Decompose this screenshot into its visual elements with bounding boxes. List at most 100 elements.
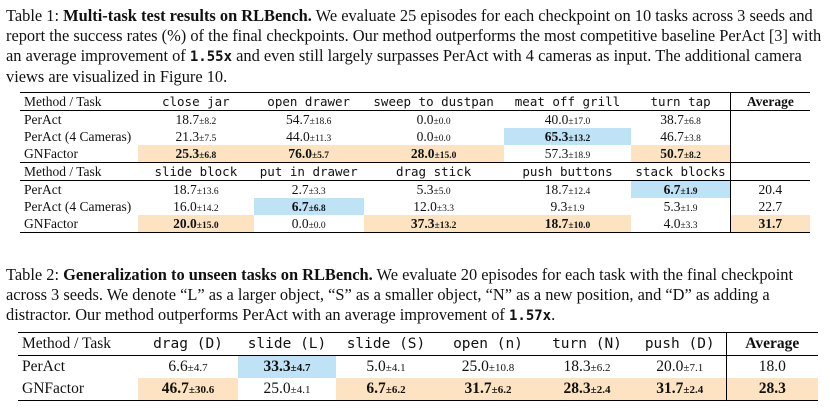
score-cell-highlight-orange: 50.7±8.2: [631, 145, 731, 163]
score-cell: 2.7±3.3: [253, 180, 364, 198]
score-cell: 18.7±13.6: [137, 180, 254, 198]
task-header: drag (D): [138, 332, 238, 356]
score-cell-highlight-blue: 33.3±4.7: [238, 355, 336, 378]
table-row: PerAct (4 Cameras) 16.0±14.2 6.7±6.8 12.…: [20, 198, 810, 215]
score-cell: 57.3±18.9: [544, 145, 591, 161]
average-cell: 20.4: [729, 180, 810, 198]
task-header: turn tap: [631, 92, 731, 111]
table2: Method / Task drag (D) slide (L) slide (…: [18, 332, 818, 401]
score-cell-highlight-blue: 6.7±1.9: [631, 180, 731, 198]
table2-caption: Table 2: Generalization to unseen tasks …: [6, 265, 826, 326]
average-cell: [729, 110, 810, 128]
task-header: meat off grill: [503, 92, 632, 111]
task-header: sweep to dustpan: [363, 92, 504, 111]
score-cell-highlight-orange: 31.7±6.2: [436, 378, 540, 401]
task-header: close jar: [137, 92, 254, 111]
table1: Method / Task close jar open drawer swee…: [20, 92, 810, 233]
score-cell: 44.0±11.3: [286, 128, 332, 144]
task-header: push (D): [634, 332, 726, 356]
score-cell: 20.0±7.1: [634, 355, 726, 378]
average-cell: 18.0: [725, 355, 818, 378]
method-name: GNFactor: [18, 378, 138, 401]
score-cell-highlight-orange: 46.7±30.6: [138, 378, 238, 401]
task-header: put in drawer: [253, 162, 364, 181]
average-cell: 22.7: [729, 198, 810, 215]
score-cell: 16.0±14.2: [173, 198, 219, 214]
score-cell: 25.0±10.8: [436, 355, 540, 378]
score-cell-highlight-orange: 37.3±13.2: [363, 215, 504, 233]
table2-caption-a: We evaluate 20 episodes for each task wi…: [6, 265, 794, 324]
score-cell: 5.0±4.1: [336, 355, 436, 378]
score-cell: 18.3±6.2: [540, 355, 634, 378]
table1-header-row-2: Method / Task slide block put in drawer …: [20, 162, 810, 181]
table-row: GNFactor 46.7±30.6 25.0±4.1 6.7±6.2 31.7…: [18, 378, 818, 401]
task-header: slide block: [137, 162, 254, 181]
score-cell: 5.3±5.0: [363, 180, 504, 198]
method-name: PerAct (4 Cameras): [24, 128, 132, 144]
average-cell-highlight-orange: 31.7: [729, 215, 810, 233]
table-row: PerAct 6.6±4.7 33.3±4.7 5.0±4.1 25.0±10.…: [18, 355, 818, 378]
table2-caption-b: .: [551, 305, 556, 324]
table-row: PerAct 18.7±13.6 2.7±3.3 5.3±5.0 18.7±12…: [20, 180, 810, 198]
table1-improvement: 1.55x: [189, 49, 233, 65]
method-name: PerAct: [18, 355, 138, 378]
average-cell: [729, 145, 810, 163]
score-cell-highlight-orange: 18.7±10.0: [503, 215, 632, 233]
method-name: GNFactor: [24, 145, 78, 161]
score-cell: 25.0±4.1: [238, 378, 336, 401]
method-task-header: Method / Task: [20, 92, 138, 111]
task-header: open (n): [436, 332, 540, 356]
method-name: PerAct (4 Cameras): [24, 198, 132, 214]
method-name: PerAct: [20, 180, 138, 198]
score-cell-highlight-orange: 76.0±5.7: [253, 145, 364, 163]
score-cell: 54.7±18.6: [253, 110, 364, 128]
score-cell-highlight-orange: 6.7±6.2: [336, 378, 436, 401]
table1-label: Table 1:: [6, 6, 60, 25]
score-cell: 21.3±7.5: [175, 128, 217, 144]
score-cell-highlight-blue: 65.3±13.2: [503, 128, 632, 145]
score-cell-highlight-blue: 6.7±6.8: [253, 198, 364, 215]
method-name: GNFactor: [20, 215, 138, 233]
score-cell: 40.0±17.0: [503, 110, 632, 128]
table-row: GNFactor 25.3±6.8 76.0±5.7 28.0±15.0 57.…: [20, 145, 810, 163]
average-cell-highlight-orange: 28.3: [725, 378, 818, 401]
score-cell-highlight-orange: 25.3±6.8: [137, 145, 254, 163]
task-header: drag stick: [363, 162, 504, 181]
task-header: open drawer: [253, 92, 364, 111]
score-cell: 18.7±12.4: [503, 180, 632, 198]
table1-caption-a: We evaluate 25 episodes for each checkpo…: [6, 6, 822, 65]
score-cell: 18.7±8.2: [137, 110, 254, 128]
method-task-header: Method / Task: [18, 332, 138, 356]
task-header: slide (S): [336, 332, 436, 356]
score-cell: 0.0±0.0: [253, 215, 364, 233]
task-header: push buttons: [503, 162, 632, 181]
score-cell: 38.7±6.8: [631, 110, 731, 128]
task-header: stack blocks: [631, 162, 731, 181]
score-cell: 46.7±3.8: [660, 128, 701, 144]
score-cell: 9.3±1.9: [550, 198, 585, 214]
table-row: PerAct 18.7±8.2 54.7±18.6 0.0±0.0 40.0±1…: [20, 110, 810, 128]
score-cell-highlight-orange: 28.0±15.0: [363, 145, 504, 163]
average-header: Average: [725, 332, 818, 356]
score-cell-highlight-orange: 31.7±2.4: [634, 378, 726, 401]
average-header-empty: [729, 162, 810, 181]
table1-title: Multi-task test results on RLBench.: [63, 6, 312, 25]
score-cell-highlight-orange: 20.0±15.0: [137, 215, 254, 233]
score-cell: 0.0±0.0: [363, 110, 504, 128]
method-task-header: Method / Task: [20, 162, 138, 181]
score-cell: 4.0±3.3: [631, 215, 731, 233]
task-header: slide (L): [238, 332, 336, 356]
table1-caption-b: and even still largely surpasses PerAct …: [6, 46, 802, 86]
table1-header-row-1: Method / Task close jar open drawer swee…: [20, 92, 810, 111]
table1-caption: Table 1: Multi-task test results on RLBe…: [6, 6, 826, 87]
score-cell: 6.6±4.7: [138, 355, 238, 378]
task-header: turn (N): [540, 332, 634, 356]
table2-improvement: 1.57x: [508, 308, 552, 324]
table2-header-row: Method / Task drag (D) slide (L) slide (…: [18, 332, 818, 356]
score-cell: 0.0±0.0: [416, 128, 451, 144]
score-cell-highlight-orange: 28.3±2.4: [540, 378, 634, 401]
method-name: PerAct: [20, 110, 138, 128]
table2-title: Generalization to unseen tasks on RLBenc…: [63, 265, 373, 284]
table-row: PerAct (4 Cameras) 21.3±7.5 44.0±11.3 0.…: [20, 128, 810, 145]
average-cell: [729, 128, 810, 145]
